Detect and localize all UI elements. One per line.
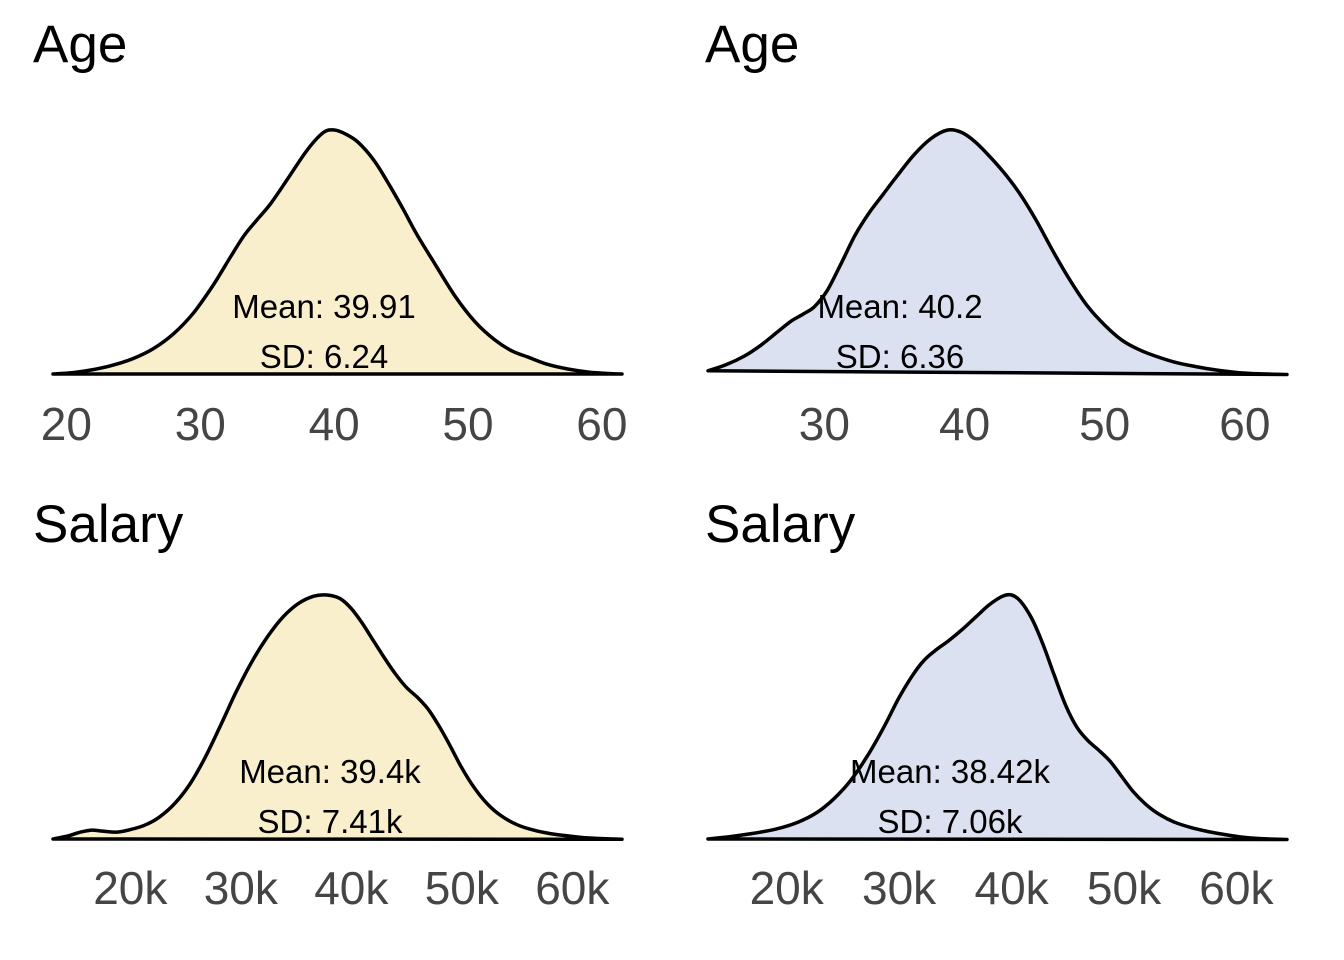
panel-title: Age bbox=[33, 15, 128, 74]
sd-annotation: SD: 7.41k bbox=[257, 803, 403, 840]
sd-annotation: SD: 6.24 bbox=[259, 338, 389, 375]
panel-age-group2: Age Mean: 40.2 SD: 6.36 30 40 50 60 bbox=[672, 0, 1344, 480]
density-curve-svg bbox=[51, 128, 624, 376]
density-curve bbox=[706, 127, 1289, 377]
x-axis-tick-label: 40 bbox=[308, 398, 360, 450]
x-axis-tick-label: 30 bbox=[174, 398, 226, 450]
x-axis-tick-label: 20k bbox=[749, 862, 824, 914]
sd-annotation: SD: 7.06k bbox=[877, 803, 1023, 840]
sd-annotation: SD: 6.36 bbox=[835, 338, 965, 375]
panel-title: Salary bbox=[705, 495, 856, 554]
x-axis: 20k 30k 40k 50k 60k bbox=[705, 862, 1290, 914]
panel-salary-group2: Salary Mean: 38.42k SD: 7.06k 20k 30k 40k 5… bbox=[672, 480, 1344, 960]
mean-annotation: Mean: 39.91 bbox=[232, 288, 416, 325]
x-axis-tick-label: 50k bbox=[424, 862, 499, 914]
stats-annotation: Mean: 40.2 SD: 6.36 bbox=[817, 282, 982, 382]
density-curve-svg bbox=[51, 593, 624, 842]
x-axis-tick-label: 20 bbox=[40, 398, 92, 450]
x-axis-tick-label: 50 bbox=[442, 398, 494, 450]
x-axis-tick-label: 60k bbox=[1199, 862, 1274, 914]
density-curve bbox=[51, 128, 624, 376]
panel-salary-group1: Salary Mean: 39.4k SD: 7.41k 20k 30k 40k 50… bbox=[0, 480, 672, 960]
stats-annotation: Mean: 38.42k SD: 7.06k bbox=[850, 747, 1050, 847]
panel-age-group1: Age Mean: 39.91 SD: 6.24 20 30 40 50 60 bbox=[0, 0, 672, 480]
x-axis-tick-label: 60 bbox=[1219, 398, 1271, 450]
x-axis-tick-label: 20k bbox=[93, 862, 168, 914]
x-axis-tick-label: 40 bbox=[939, 398, 991, 450]
x-axis-tick-label: 40k bbox=[314, 862, 389, 914]
density-curve-svg bbox=[706, 127, 1289, 377]
density-curve bbox=[51, 593, 624, 842]
x-axis-tick-label: 30k bbox=[862, 862, 937, 914]
stats-annotation: Mean: 39.4k SD: 7.41k bbox=[239, 747, 421, 847]
x-axis-tick-label: 30 bbox=[798, 398, 850, 450]
mean-annotation: Mean: 40.2 bbox=[817, 288, 983, 325]
mean-annotation: Mean: 39.4k bbox=[239, 753, 421, 790]
x-axis: 30 40 50 60 bbox=[705, 398, 1290, 450]
x-axis: 20k 30k 40k 50k 60k bbox=[50, 862, 625, 914]
mean-annotation: Mean: 38.42k bbox=[850, 753, 1050, 790]
panel-title: Age bbox=[705, 15, 800, 74]
plot-area bbox=[50, 570, 625, 850]
x-axis-tick-label: 60k bbox=[535, 862, 610, 914]
x-axis-tick-label: 50k bbox=[1086, 862, 1162, 914]
plot-area bbox=[705, 105, 1290, 385]
stats-annotation: Mean: 39.91 SD: 6.24 bbox=[232, 282, 415, 382]
x-axis-tick-label: 50 bbox=[1079, 398, 1131, 450]
x-axis-tick-label: 30k bbox=[203, 862, 278, 914]
x-axis-tick-label: 60 bbox=[576, 398, 628, 450]
density-curve-svg bbox=[706, 592, 1289, 842]
x-axis: 20 30 40 50 60 bbox=[41, 398, 628, 450]
plot-area bbox=[50, 105, 625, 385]
density-curve bbox=[706, 592, 1289, 842]
plot-area bbox=[705, 570, 1290, 850]
x-axis-tick-label: 40k bbox=[974, 862, 1049, 914]
panel-title: Salary bbox=[33, 495, 184, 554]
